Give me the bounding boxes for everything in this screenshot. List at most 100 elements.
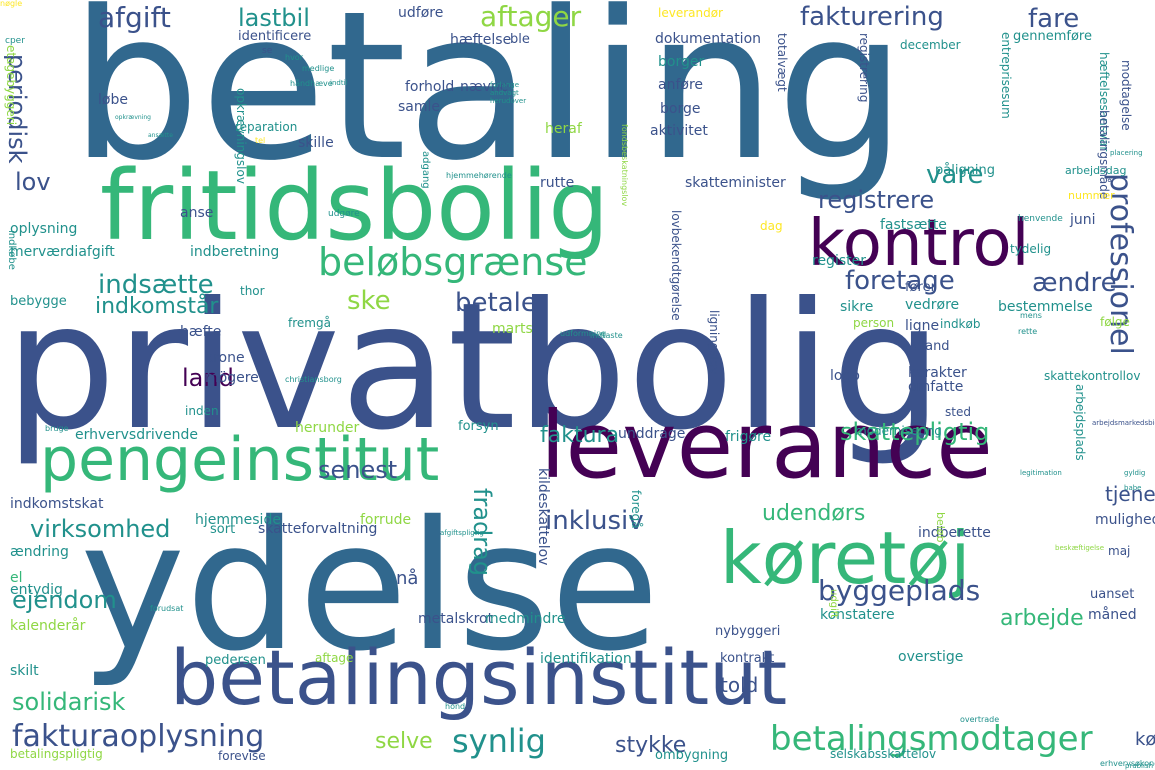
word-fritidsbolig: fritidsbolig xyxy=(100,150,610,262)
word-indkomstår: indkomstår xyxy=(95,294,219,319)
word-forrude: forrude xyxy=(360,512,412,528)
word-sort: sort xyxy=(210,522,236,537)
word-pedersen: pedersen xyxy=(205,653,266,668)
word-kalenderår: kalenderår xyxy=(10,618,86,634)
word-forlange: forlange xyxy=(490,81,520,89)
word-pengeinstitut: pengeinstitut xyxy=(40,425,440,495)
word-skattekontrollov: skattekontrollov xyxy=(1044,369,1141,383)
word-bebygge: bebygge xyxy=(10,294,67,309)
word-betalingsinstitut: betalingsinstitut xyxy=(170,633,788,722)
word-nybyggeri: nybyggeri xyxy=(715,624,781,639)
word-merværdiafgift: merværdiafgift xyxy=(10,244,115,260)
word-solidarisk: solidarisk xyxy=(12,688,126,716)
word-mulighed: mulighed xyxy=(1095,512,1155,528)
word-kontrol: kontrol xyxy=(808,207,1030,281)
word-inklusiv: inklusiv xyxy=(545,506,644,536)
word-selve: selve xyxy=(375,729,433,754)
word-ændring: ændring xyxy=(10,544,69,560)
word-land: land xyxy=(182,364,234,392)
word-herudover: herudover xyxy=(490,97,527,105)
word-indberetning: indberetning xyxy=(190,244,280,260)
word-sikre: sikre xyxy=(840,299,874,315)
word-herunder: herunder xyxy=(295,420,360,436)
word-dokumentation: dokumentation xyxy=(655,31,762,47)
word-person: person xyxy=(853,316,895,330)
word-ydelse: ydelse xyxy=(80,483,660,690)
word-anse: anse xyxy=(180,205,214,221)
word-mens: mens xyxy=(1020,311,1042,320)
word-skatteminister: skatteminister xyxy=(685,175,786,191)
word-senest: senest xyxy=(318,456,398,484)
word-identifikation: identifikation xyxy=(540,651,632,667)
word-leverance: leverance xyxy=(540,392,993,499)
word-rutte: rutte xyxy=(540,175,575,191)
word-registrere: registrere xyxy=(818,186,935,214)
word-fremgå: fremgå xyxy=(288,316,331,330)
word-cper: cper xyxy=(5,36,25,46)
word-borge: borge xyxy=(660,101,701,117)
word-prablish: prablish xyxy=(1125,762,1154,770)
word-entydig: entydig xyxy=(10,582,63,598)
word-logo: logo xyxy=(830,368,860,384)
word-december: december xyxy=(900,38,961,52)
word-marts: marts xyxy=(492,321,533,337)
word-privatbolig: privatbolig xyxy=(5,266,943,469)
word-inden: inden xyxy=(185,404,219,418)
word-anføre: anføre xyxy=(658,77,704,93)
word-medlige: medlige xyxy=(302,64,335,73)
word-placering: placering xyxy=(1110,149,1143,157)
word-nå: nå xyxy=(396,568,419,589)
word-babe: babe xyxy=(1124,484,1142,492)
word-påligning: påligning xyxy=(935,163,996,178)
word-lov: lov xyxy=(15,168,51,196)
word-ble: ble xyxy=(510,32,530,47)
word-forudsat: forudsat xyxy=(150,604,184,613)
word-vare: vare xyxy=(926,160,984,190)
word-betale: betale xyxy=(455,288,537,318)
word-dag: dag xyxy=(760,219,783,233)
word-etagebyggeri: etagebyggeri xyxy=(4,45,18,126)
word-betalingsmodtager: betalingsmodtager xyxy=(770,719,1093,759)
word-tydelig: tydelig xyxy=(1010,242,1052,256)
word-registrering: registrering xyxy=(857,33,871,103)
word-bruge: bruge xyxy=(45,424,69,433)
word-hjemmehørende: hjemmehørende xyxy=(446,171,512,180)
word-afgift: afgift xyxy=(98,1,171,34)
word-fakturaoplysning: fakturaoplysning xyxy=(12,719,265,754)
word-borger: borger xyxy=(658,54,705,70)
word-andvagt: andvagt xyxy=(490,89,519,97)
word-heraf: heraf xyxy=(545,121,582,137)
word-erhvervsøkonomisk: erhvervsøkonomisk xyxy=(1100,759,1155,768)
word-udgøre: udgøre xyxy=(328,209,360,219)
word-kildeskattelov: kildeskattelov xyxy=(535,468,551,566)
word-indkøb: indkøb xyxy=(940,317,981,331)
word-synlig: synlig xyxy=(452,722,546,760)
word-afgiftspligtig: afgiftspligtig xyxy=(440,529,484,537)
word-forevise: forevise xyxy=(218,749,266,763)
word-uanset: uanset xyxy=(1090,587,1135,602)
word-bestemmelse: bestemmelse xyxy=(998,299,1093,315)
word-gyldig: gyldig xyxy=(1124,469,1146,477)
word-reparation: reparation xyxy=(235,120,298,134)
word-stykke: stykke xyxy=(615,733,687,758)
word-nummer: nummer xyxy=(1068,189,1115,202)
word-følge: følge xyxy=(1100,315,1130,329)
word-nævne: nævne xyxy=(460,79,509,95)
word-sted: sted xyxy=(945,405,971,419)
word-virksomhed: virksomhed xyxy=(30,515,171,543)
word-karakter: karakter xyxy=(908,365,967,381)
word-skatteforvaltning: skatteforvaltning xyxy=(258,521,378,537)
word-aktivitet: aktivitet xyxy=(650,123,708,139)
word-maj: maj xyxy=(1108,544,1131,558)
word-arbejdsdag: arbejdsdag xyxy=(1065,164,1127,177)
word-løbe: løbe xyxy=(98,92,128,108)
word-opkrævning: opkrævning xyxy=(115,114,151,121)
word-udland: udland xyxy=(905,339,950,354)
word-køb: køb xyxy=(1135,729,1155,750)
word-udføre: udføre xyxy=(398,5,444,21)
word-arbejdsplads: arbejdsplads xyxy=(1073,384,1087,461)
word-måned: måned xyxy=(1088,607,1137,623)
word-metalskrot: metalskrot xyxy=(418,611,494,627)
word-ligningslov: ligningslov xyxy=(707,310,721,375)
